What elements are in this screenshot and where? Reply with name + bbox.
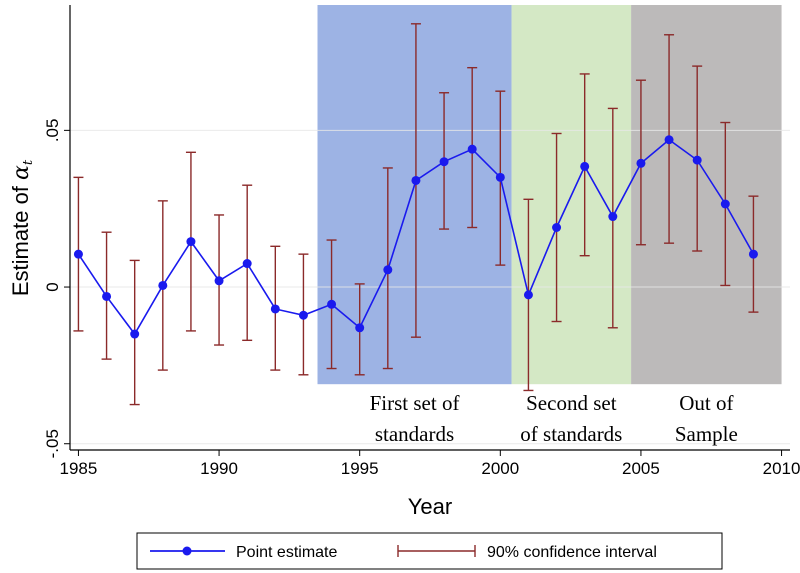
data-point <box>467 144 477 154</box>
region-label-second: Second set <box>526 391 617 415</box>
data-point <box>242 259 252 269</box>
data-point <box>608 212 618 222</box>
tick-labels: 1985 1990 1995 2000 2005 2010 -.05 0 .05 <box>43 119 800 478</box>
region-labels: First set of standards Second set of standa… <box>370 391 738 446</box>
y-tick-label: -.05 <box>43 429 62 458</box>
region-label-first: First set of <box>370 391 460 415</box>
x-tick-label: 2000 <box>481 459 519 478</box>
data-point <box>102 291 112 301</box>
legend: Point estimate 90% confidence interval <box>136 532 723 570</box>
region-label-out: Sample <box>675 422 738 446</box>
x-axis-title: Year <box>408 494 452 519</box>
y-axis-title-symbol: α <box>9 165 34 180</box>
data-point <box>383 265 393 275</box>
region-out <box>631 5 782 385</box>
data-point <box>636 158 646 168</box>
data-point <box>214 276 224 286</box>
data-point <box>186 237 196 247</box>
y-axis-title: Estimate of αt <box>8 159 36 296</box>
data-point <box>270 304 280 314</box>
y-tick-label: 0 <box>43 282 62 291</box>
x-tick-label: 2005 <box>622 459 660 478</box>
region-label-second: of standards <box>520 422 622 446</box>
x-tick-label: 1985 <box>60 459 98 478</box>
data-point <box>523 290 533 300</box>
data-point <box>158 280 168 290</box>
x-tick-label: 2010 <box>763 459 800 478</box>
region-label-out: Out of <box>679 391 733 415</box>
data-point <box>298 310 308 320</box>
x-tick-label: 1995 <box>341 459 379 478</box>
point-estimate-series <box>73 135 758 339</box>
data-point <box>327 299 337 309</box>
y-tick-label: .05 <box>43 119 62 143</box>
legend-label-point-estimate: Point estimate <box>236 544 337 561</box>
region-first <box>317 5 512 385</box>
data-point <box>552 223 562 232</box>
y-axis-title-text: Estimate of <box>8 180 33 296</box>
shaded-regions <box>317 5 782 385</box>
data-point <box>720 199 730 209</box>
x-tick-label: 1990 <box>200 459 238 478</box>
y-axis-title-subscript: t <box>21 159 36 165</box>
axes <box>69 5 790 451</box>
data-point <box>664 135 674 145</box>
data-point <box>73 249 83 259</box>
legend-marker <box>182 546 192 556</box>
data-point <box>495 172 505 182</box>
legend-label-ci: 90% confidence interval <box>487 544 657 561</box>
data-point <box>130 329 140 339</box>
data-point <box>411 175 421 185</box>
data-point <box>580 161 590 171</box>
data-point <box>692 155 702 165</box>
gridlines <box>70 129 790 445</box>
region-label-first: standards <box>375 422 454 446</box>
data-point <box>439 157 449 167</box>
data-point <box>355 323 365 333</box>
data-point <box>748 249 758 259</box>
